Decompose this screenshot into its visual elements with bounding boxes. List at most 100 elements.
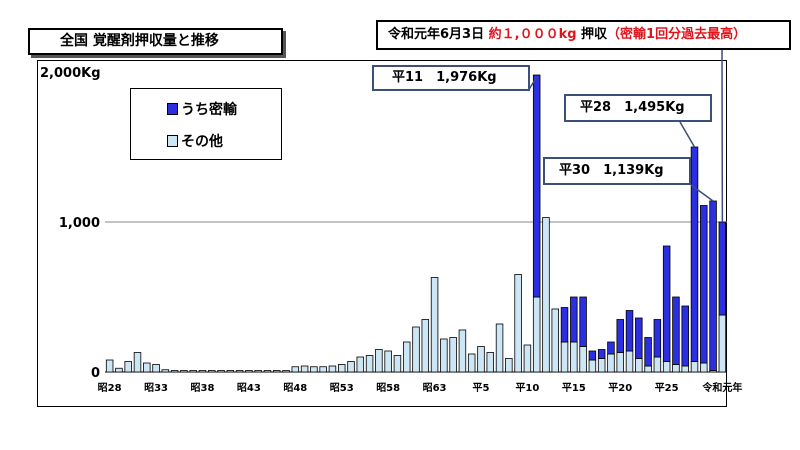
callout-pointer [690,184,714,202]
bar-other [607,353,615,373]
x-tick-labels: 昭28 昭33 昭38 昭43 昭48 昭53 昭58 昭63 平5 平10 平15 平20 平25 令和… [98,381,743,394]
bar-other [542,217,550,373]
x-tick-label: 昭53 [330,382,354,394]
bar-other [421,319,430,373]
bar-other [718,314,727,373]
bar-other [133,352,142,373]
bar-other [635,358,643,373]
bar-smuggled [700,205,708,364]
legend-swatch-smuggled [167,103,178,115]
bar-smuggled [644,337,652,367]
bar-other [681,365,689,373]
bar-smuggled [597,349,606,359]
bar-other [616,352,624,373]
y-tick-labels: 0 1,000 2,000Kg [40,66,101,381]
bar-other [477,346,485,373]
bar-smuggled [709,200,717,371]
callout-h28: 平28 1,495Kg [564,94,712,122]
bar-other [300,365,309,373]
x-tick-label: 令和元年 [701,381,742,394]
bar-other [189,370,197,373]
bar-smuggled [662,245,671,362]
bar-smuggled [570,296,578,343]
bar-other [653,356,662,373]
bar-other [625,350,634,373]
bar-other [170,370,179,373]
bar-other [198,370,207,373]
bar-smuggled [607,341,615,355]
top-note-amount: 約１,０００kg [488,27,577,42]
bar-smuggled [635,317,643,359]
bar-other [254,370,262,373]
bar-other [263,370,272,373]
bar-smuggled [653,319,662,358]
bar-other [337,364,346,373]
bar-other [672,364,680,373]
bar-other [180,370,188,373]
bar-other [115,367,123,373]
bar-smuggled [532,74,541,298]
bar-other [152,364,160,373]
x-tick-label: 平15 [562,382,586,394]
bar-other [486,352,495,373]
bar-other [532,296,541,373]
bar-other [365,355,374,373]
bar-other [328,365,337,373]
bar-smuggled [560,307,569,343]
bar-other [551,308,559,373]
bar-other [402,341,411,373]
callout-h11: 平11 1,976Kg [372,65,530,91]
bar-smuggled [718,221,727,316]
bar-smuggled [579,296,587,347]
bar-other [588,359,597,373]
bar-other [208,370,216,373]
bar-other [690,361,699,373]
x-tick-label: 平20 [608,382,632,394]
bar-other [449,337,457,373]
bar-other [440,338,448,373]
bar-other [467,353,476,373]
top-note-prefix: 令和元年6月3日 [388,27,489,42]
x-tick-label: 平5 [473,382,490,394]
bar-other [560,341,569,373]
y-tick-label: 2,000Kg [40,66,101,81]
top-note-paren: （密輸1回分過去最高） [607,27,747,42]
x-tick-label: 昭48 [283,382,307,394]
bar-other [291,366,300,373]
callout-pointer [679,121,696,148]
bar-smuggled [588,350,597,361]
bar-other [579,346,587,373]
bar-other [105,359,114,373]
bar-other [495,323,504,373]
bar-other [662,361,671,373]
bar-other [384,350,392,373]
bar-other [514,274,522,373]
bar-other [161,369,170,373]
legend-label-other: その他 [181,134,223,150]
bar-smuggled [616,319,624,353]
bar-other [375,349,383,373]
top-note-mid: 押収 [576,27,608,42]
bar-other [505,358,513,373]
bar-other [570,341,578,373]
chart-title: 全国 覚醒剤押収量と推移 [28,28,283,55]
bar-other [356,356,365,373]
bar-other [217,370,225,373]
chart-frame [37,60,727,407]
x-tick-label: 昭28 [98,382,122,394]
x-tick-label: 平10 [515,382,539,394]
bar-other [523,344,532,373]
bar-other [235,370,244,373]
bar-smuggled [690,146,699,362]
bar-other [143,362,151,373]
bar-smuggled [681,305,689,367]
x-tick-label: 平25 [655,382,679,394]
x-tick-label: 昭63 [423,382,447,394]
bar-other [282,370,290,373]
bar-smuggled [625,310,634,352]
bar-other [226,370,235,373]
bar-other [700,362,708,373]
legend: うち密輸 その他 [130,88,282,160]
